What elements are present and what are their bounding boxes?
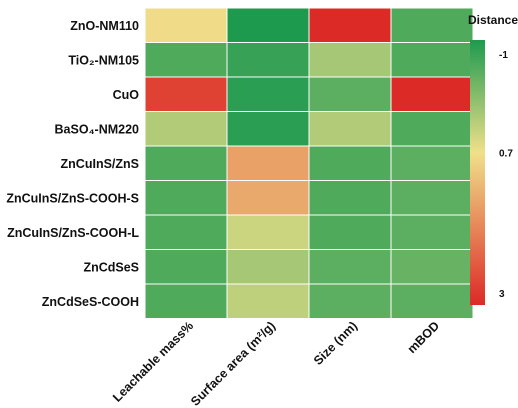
- heatmap-cell: [308, 249, 392, 285]
- heatmap-cell: [390, 145, 474, 181]
- heatmap-cell: [390, 283, 474, 319]
- row-label: TiO₂-NM105: [68, 53, 139, 67]
- heatmap-cells: [144, 7, 474, 319]
- row-label: ZnCuInS/ZnS-COOH-S: [6, 191, 139, 205]
- legend-color-bar: [470, 40, 485, 305]
- heatmap-cell: [390, 249, 474, 285]
- heatmap-cell: [226, 283, 310, 319]
- color-legend: Distance -1 0.7 3: [468, 13, 518, 305]
- row-labels: ZnO-NM110 TiO₂-NM105 CuO BaSO₄-NM220 ZnCuInS…: [6, 19, 139, 309]
- heatmap-cell: [144, 76, 228, 112]
- row-label: ZnCuInS/ZnS: [61, 157, 139, 171]
- heatmap-cell: [390, 111, 474, 147]
- heatmap-cell: [226, 214, 310, 250]
- heatmap-cell: [308, 145, 392, 181]
- legend-tick-label: 0.7: [499, 149, 513, 160]
- heatmap-cell: [390, 42, 474, 78]
- row-label: BaSO₄-NM220: [55, 122, 140, 136]
- column-labels: Leachable mass%Surface area (m²/g) Size (…: [110, 319, 442, 408]
- heatmap-cell: [226, 180, 310, 216]
- heatmap-cell: [144, 180, 228, 216]
- heatmap-cell: [144, 111, 228, 147]
- heatmap-cell: [226, 42, 310, 78]
- column-label: Size (nm): [311, 319, 360, 368]
- heatmap-cell: [308, 214, 392, 250]
- heatmap-cell: [144, 249, 228, 285]
- heatmap-cell: [144, 214, 228, 250]
- column-label: Leachable mass%: [110, 319, 196, 405]
- heatmap-cell: [226, 111, 310, 147]
- row-label: CuO: [113, 88, 140, 102]
- heatmap-cell: [226, 145, 310, 181]
- column-label: mBOD: [405, 319, 442, 356]
- heatmap-cell: [144, 42, 228, 78]
- heatmap-cell: [308, 283, 392, 319]
- heatmap-cell: [390, 180, 474, 216]
- legend-tick-label: 3: [499, 289, 505, 300]
- heatmap-cell: [308, 180, 392, 216]
- row-label: ZnCdSeS-COOH: [42, 295, 139, 309]
- row-label: ZnO-NM110: [70, 19, 139, 33]
- heatmap-cell: [308, 7, 392, 43]
- heatmap-cell: [226, 76, 310, 112]
- heatmap-cell: [144, 283, 228, 319]
- heatmap-cell: [226, 7, 310, 43]
- heatmap-cell: [390, 214, 474, 250]
- heatmap-cell: [390, 76, 474, 112]
- row-label: ZnCdSeS: [83, 260, 139, 274]
- heatmap-cell: [390, 7, 474, 43]
- column-label: Surface area (m²/g): [188, 319, 278, 408]
- heatmap-cell: [144, 7, 228, 43]
- heatmap-cell: [308, 111, 392, 147]
- legend-tick-label: -1: [499, 50, 508, 61]
- heatmap-cell: [144, 145, 228, 181]
- heatmap-cell: [308, 76, 392, 112]
- row-label: ZnCuInS/ZnS-COOH-L: [7, 226, 139, 240]
- heatmap-cell: [308, 42, 392, 78]
- legend-title: Distance: [468, 13, 518, 27]
- heatmap-cell: [226, 249, 310, 285]
